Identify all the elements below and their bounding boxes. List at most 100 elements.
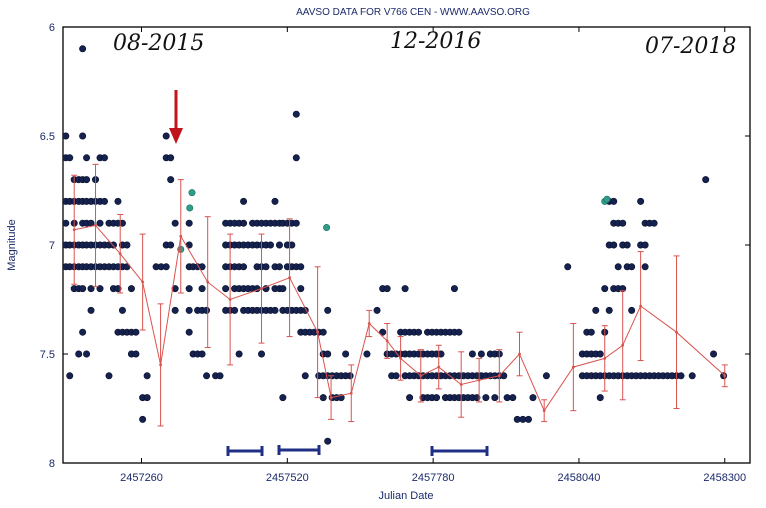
mean-point [675,330,678,334]
x-tick-label: 2457780 [412,472,455,484]
observation-point [198,350,206,358]
mean-point [399,356,403,360]
observation-point [167,241,175,249]
mean-point [437,365,441,369]
observation-point [185,219,193,227]
red-arrow [169,90,183,144]
observation-point [271,306,279,314]
observation-point [610,197,618,205]
period-bar-3 [430,446,489,456]
observation-point [363,350,371,358]
observation-point [301,372,309,380]
observation-point [650,219,658,227]
observation-point [437,350,445,358]
observation-point [83,176,91,184]
annotation-08-2015: 08-2015 [113,31,204,56]
mean-point [329,396,333,399]
period-bar-2 [277,445,321,455]
observation-point [171,285,179,293]
observation-point [324,437,332,445]
observation-point [292,219,300,227]
observation-point [240,197,248,205]
observation-point [271,197,279,205]
observation-point [564,263,572,271]
observation-point [292,154,300,162]
data-marks [62,45,728,445]
observation-point [392,372,400,380]
observation-point [235,350,243,358]
observation-point [596,394,604,402]
mean-point [260,287,263,290]
observation-point [509,394,517,402]
observation-point [105,372,113,380]
observation-point [641,241,649,249]
mean-point [94,223,97,227]
observation-point [143,394,151,402]
observation-point [324,350,332,358]
mean-point [367,322,371,325]
observation-point [66,372,74,380]
observation-point [162,263,170,271]
observation-point [288,241,296,249]
chart-title: AAVSO DATA FOR V766 CEN - WWW.AAVSO.ORG [296,7,530,18]
observation-point [319,394,327,402]
observation-point [203,372,211,380]
observation-point [167,176,175,184]
observation-point [123,241,131,249]
observation-point [614,263,622,271]
observation-point [324,306,332,314]
observation-point [62,219,70,227]
observation-point [101,197,109,205]
observation-point [587,328,595,336]
observation-point [267,241,275,249]
annotation-07-2018: 07-2018 [645,34,736,59]
mean-point [497,374,501,378]
x-axis-label: Julian Date [378,490,433,502]
observation-point [342,350,350,358]
observation-point [596,350,604,358]
mean-point [639,304,643,308]
observation-point [240,263,248,271]
observation-point [79,285,87,293]
observation-point [468,350,476,358]
observation-point [292,110,300,118]
observation-point [139,415,147,423]
annotation-12-2016: 12-2016 [390,29,481,54]
mean-point [419,374,423,378]
observation-point [346,372,354,380]
observation-point [231,306,239,314]
observation-point [477,350,485,358]
observation-point [87,306,95,314]
observation-point [118,306,126,314]
y-axis-label: Magnitude [6,219,18,270]
observation-point [482,394,490,402]
y-tick-label: 6.5 [40,131,55,143]
observation-point [641,263,649,271]
y-tick-label: 7.5 [40,349,55,361]
x-tick-label: 2457520 [266,472,309,484]
observation-point [677,372,685,380]
mean-point [141,280,145,284]
mean-point [542,409,546,413]
observation-point [114,285,122,293]
observation-point [605,306,613,314]
observation-point [319,328,327,336]
observation-point [297,263,305,271]
observation-point [96,219,104,227]
y-tick-label: 6 [49,22,55,34]
observation-point [379,328,387,336]
mean-point [459,383,463,386]
observation-point [297,285,305,293]
observation-point [203,306,211,314]
observation-point [455,328,463,336]
observation-point [450,285,458,293]
observation-point [688,372,696,380]
observation-point [383,285,391,293]
mean-point [621,343,625,347]
observation-point [75,350,83,358]
green-observation-point [603,195,611,203]
observation-point [79,132,87,140]
observation-point [167,154,175,162]
observation-point [216,372,224,380]
y-tick-label: 7 [49,240,55,252]
